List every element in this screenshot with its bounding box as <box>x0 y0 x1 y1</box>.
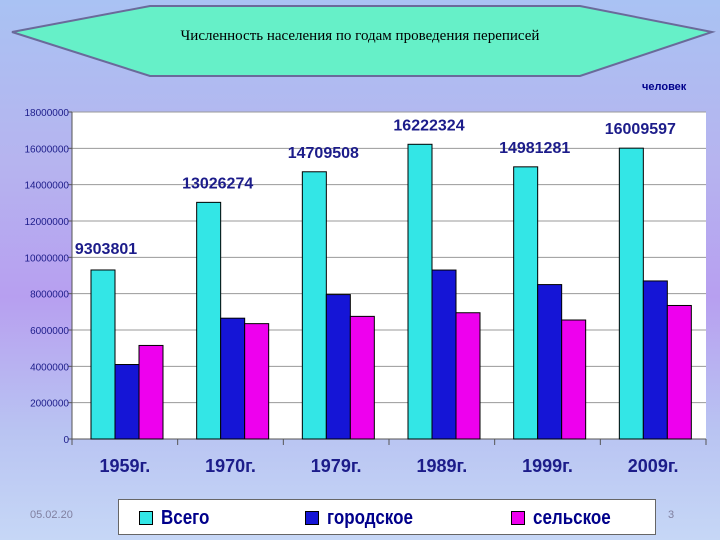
x-tick-label: 1979г. <box>311 456 362 476</box>
y-tick-label: 8000000 <box>30 290 69 301</box>
unit-label: человек <box>642 81 687 93</box>
x-tick-label: 1999г. <box>522 456 573 476</box>
legend-item-urban: городское <box>305 506 428 530</box>
title-banner <box>11 5 716 77</box>
legend-item-rural: сельское <box>511 506 624 530</box>
data-labels: 9303801 13026274 14709508 16222324 14981281 1… <box>75 117 676 258</box>
legend-swatch-total <box>139 511 153 525</box>
bar-rural <box>349 315 375 440</box>
x-tick-label: 1970г. <box>205 456 256 476</box>
bar-urban <box>220 317 246 440</box>
bar-total <box>407 143 433 440</box>
page-number: 3 <box>668 509 675 521</box>
legend-label-total: Всего <box>161 506 210 529</box>
y-tick-label: 10000000 <box>25 253 70 264</box>
bar-rural <box>244 323 270 440</box>
bar-total <box>196 201 222 440</box>
bar-urban <box>431 269 457 440</box>
legend-label-rural: сельское <box>533 506 611 529</box>
bar-urban <box>325 294 351 440</box>
title-banner-shape <box>11 5 716 77</box>
bar-total <box>301 171 327 440</box>
data-label: 14981281 <box>499 140 570 157</box>
y-tick-label: 6000000 <box>30 326 69 337</box>
y-tick-label: 0 <box>63 435 69 446</box>
legend-swatch-urban <box>305 511 319 525</box>
bar-rural <box>561 319 587 440</box>
legend-item-total: Всего <box>139 506 218 530</box>
y-tick-label: 16000000 <box>25 144 70 155</box>
axes: 0 2000000 4000000 6000000 8000000 10000000 120… <box>25 108 707 476</box>
y-tick-label: 4000000 <box>30 362 69 373</box>
footer-date: 05.02.20 <box>30 509 73 521</box>
legend-swatch-rural <box>511 511 525 525</box>
bar-urban <box>537 284 563 440</box>
data-label: 9303801 <box>75 241 137 258</box>
data-label: 14709508 <box>288 145 359 162</box>
x-tick-label: 1959г. <box>99 456 150 476</box>
bar-urban <box>642 280 668 440</box>
legend: Всего городское сельское <box>118 499 656 535</box>
bar-urban <box>114 364 140 440</box>
legend-label-urban: городское <box>327 506 413 529</box>
bar-total <box>513 166 539 440</box>
bar-rural <box>138 344 164 440</box>
x-tick-label: 1989г. <box>416 456 467 476</box>
bar-total <box>618 147 644 440</box>
chart-title: Численность населения по годам проведени… <box>180 28 540 44</box>
x-tick-label: 2009г. <box>628 456 679 476</box>
data-label: 16222324 <box>393 117 464 134</box>
y-tick-label: 18000000 <box>25 108 70 119</box>
bar-rural <box>455 312 481 440</box>
y-tick-label: 12000000 <box>25 217 70 228</box>
gridlines <box>72 111 706 404</box>
plot-area <box>72 112 706 439</box>
bar-rural <box>666 304 692 440</box>
y-tick-label: 14000000 <box>25 181 70 192</box>
bar-total <box>90 269 116 440</box>
bars <box>90 143 692 440</box>
y-tick-label: 2000000 <box>30 399 69 410</box>
data-label: 13026274 <box>182 175 253 192</box>
data-label: 16009597 <box>605 121 676 138</box>
